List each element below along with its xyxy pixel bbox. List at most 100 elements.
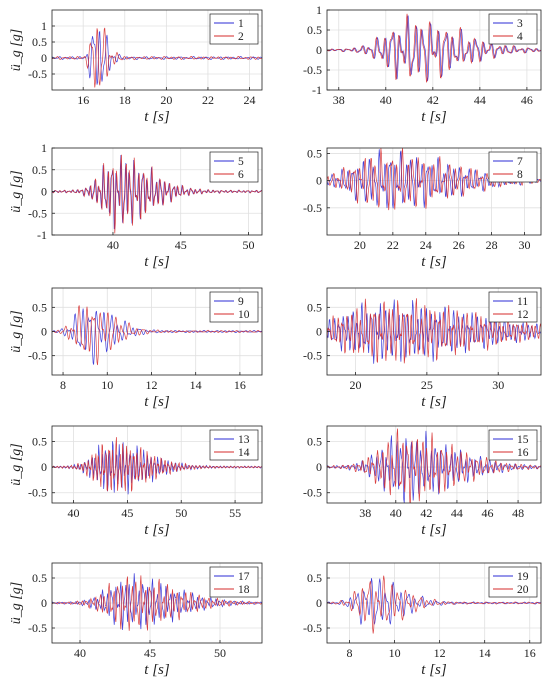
y-tick-label: -1 [312,83,322,97]
x-tick-label: 8 [60,378,66,392]
x-tick-label: 50 [175,506,187,520]
x-tick-label: 45 [121,506,133,520]
axes-frame [326,147,542,236]
legend-label: 10 [238,309,250,321]
axes-frame [326,425,542,504]
legend-label: 6 [238,169,244,181]
axes-frame [51,9,263,91]
y-axis-label: ü_g [g] [9,29,24,71]
x-tick-label: 45 [175,238,187,252]
x-axis-label: t [s] [144,254,170,270]
series-line-10 [52,305,262,366]
legend-label: 1 [238,18,244,30]
x-tick-label: 46 [482,506,494,520]
x-axis-label: t [s] [421,662,447,678]
x-tick-label: 45 [144,646,156,660]
x-tick-label: 12 [145,378,157,392]
x-tick-label: 10 [101,378,113,392]
y-tick-label: -0.5 [28,349,47,363]
x-tick-label: 22 [387,238,399,252]
y-tick-label: 0 [41,460,47,474]
y-tick-label: -0.5 [303,621,322,635]
x-tick-label: 14 [479,646,491,660]
x-tick-label: 40 [380,93,392,107]
series-line-17 [52,573,262,630]
x-tick-label: 22 [202,93,214,107]
legend-label: 20 [517,584,529,596]
y-tick-label: -0.5 [28,67,47,81]
y-tick-label: 1 [41,141,47,155]
x-tick-label: 25 [421,378,433,392]
y-tick-label: -0.5 [303,349,322,363]
x-axis-label: t [s] [144,394,170,410]
legend-label: 14 [238,447,250,459]
x-tick-label: 18 [119,93,131,107]
x-tick-label: 40 [68,506,80,520]
x-tick-label: 40 [74,646,86,660]
legend-label: 4 [517,31,523,43]
series-line-9 [52,308,262,365]
x-tick-label: 48 [512,506,524,520]
x-tick-label: 16 [524,646,536,660]
x-tick-label: 42 [427,93,439,107]
legend-label: 15 [517,434,529,446]
y-tick-label: 0.5 [32,35,47,49]
subplot-2: 38 40 42 44 46 -1 -0.5 0 0.5 1 t [s] 34 [303,3,542,125]
y-tick-label: 0.5 [307,300,322,314]
x-axis-label: t [s] [421,254,447,270]
subplot-4: 20 22 24 26 28 30 -0.5 0 0.5 t [s] 78 [303,146,542,270]
x-tick-label: 14 [190,378,202,392]
x-tick-label: 44 [474,93,486,107]
y-tick-label: 0.5 [307,23,322,37]
legend: 78 [488,151,538,183]
x-tick-label: 24 [420,238,432,252]
y-axis-label: ü_g [g] [9,582,24,624]
series-line-11 [327,299,541,364]
series-line-16 [327,428,541,503]
x-tick-label: 24 [244,93,256,107]
x-tick-label: 42 [420,506,432,520]
legend-label: 18 [238,584,250,596]
y-tick-label: -0.5 [303,201,322,215]
y-tick-label: 0.5 [307,571,322,585]
legend-label: 19 [517,571,529,583]
legend-label: 13 [238,434,250,446]
legend-label: 11 [517,296,528,308]
series-line-12 [327,298,541,364]
y-tick-label: -0.5 [303,63,322,77]
x-tick-label: 38 [333,93,345,107]
y-tick-label: 0.5 [32,300,47,314]
x-tick-label: 10 [389,646,401,660]
x-axis-label: t [s] [144,109,170,125]
series-line-20 [327,575,541,634]
y-axis-label: ü_g [g] [9,310,24,352]
legend-label: 17 [238,571,250,583]
axes-frame [51,425,263,504]
y-tick-label: 0 [41,51,47,65]
x-tick-label: 40 [107,238,119,252]
y-tick-label: 1 [316,3,322,17]
y-tick-label: 0.5 [32,434,47,448]
y-tick-label: -1 [37,228,47,242]
subplot-3: 40 45 50 -1 -0.5 0 0.5 1 t [s] ü_g [g] 56 [9,141,263,270]
y-tick-label: 0 [316,174,322,188]
subplot-5: 8 10 12 14 16-0.500.5t [s]ü_g [g]910 [9,287,263,410]
x-axis-label: t [s] [421,109,447,125]
y-tick-label: 0.5 [32,571,47,585]
series-line-6 [52,154,262,234]
legend-label: 8 [517,169,523,181]
legend-label: 7 [517,156,523,168]
series-line-2 [52,27,262,88]
legend: 12 [209,13,259,45]
legend-label: 9 [238,296,244,308]
x-tick-label: 30 [519,238,531,252]
legend-label: 2 [238,31,244,43]
x-tick-label: 20 [350,378,362,392]
x-tick-label: 12 [434,646,446,660]
